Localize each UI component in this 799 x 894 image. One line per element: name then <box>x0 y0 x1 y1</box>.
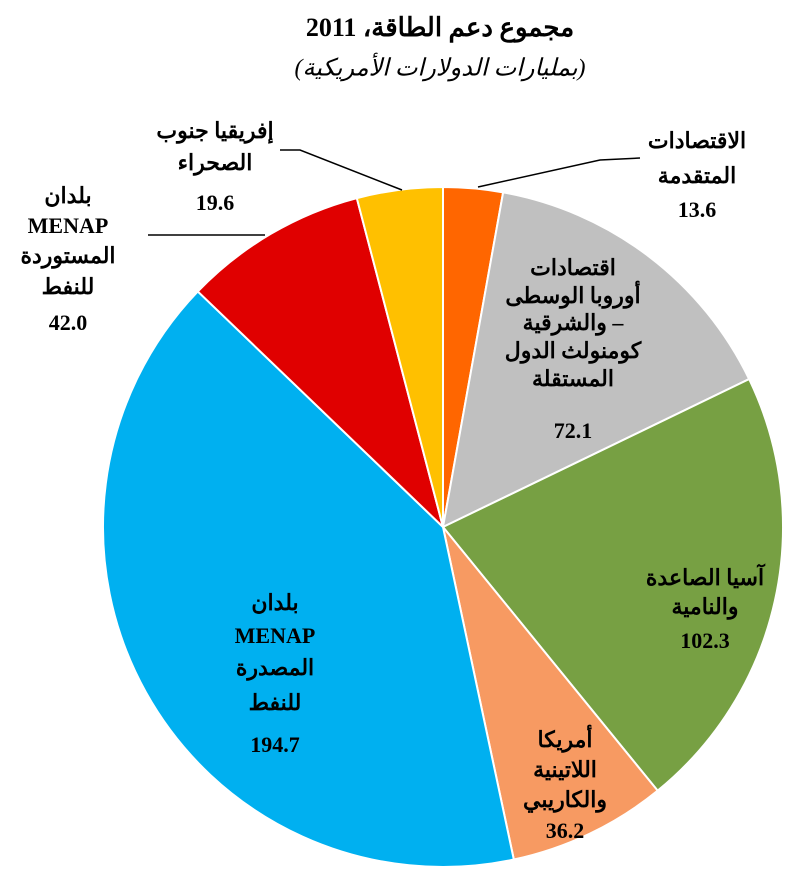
slice-label: الصحراء <box>178 150 253 176</box>
chart-title: مجموع دعم الطاقة، 2011 <box>306 13 574 43</box>
value-label: 42.0 <box>49 310 88 335</box>
slice <box>102 290 516 868</box>
leader-lines <box>148 149 641 236</box>
slice-label: الاقتصادات <box>648 128 746 153</box>
value-label: 36.2 <box>546 818 585 843</box>
slice-label: كومنولث الدول <box>505 338 642 364</box>
slice-label: للنفط <box>42 274 95 299</box>
slice <box>441 377 784 793</box>
slice-label: للنفط <box>249 690 302 715</box>
slice-label: اللاتينية <box>533 757 597 782</box>
value-label: 72.1 <box>554 418 593 443</box>
slice-label: والكاريبي <box>523 787 607 813</box>
slice-label: MENAP <box>28 213 109 238</box>
slice-label: المتقدمة <box>658 163 736 188</box>
slice-label: المستوردة <box>20 243 115 269</box>
slice-label: والشرقية – <box>523 310 625 336</box>
value-label: 102.3 <box>680 628 730 653</box>
slices <box>102 185 784 868</box>
slice-label: بلدان <box>44 183 91 208</box>
leader-line <box>477 157 641 188</box>
value-label: 194.7 <box>250 732 300 757</box>
slice-label: المستقلة <box>532 366 614 391</box>
slice-label: أوروبا الوسطى <box>505 280 640 309</box>
slice-label: آسيا الصاعدة <box>646 563 766 590</box>
value-label: 19.6 <box>196 190 235 215</box>
chart-subtitle: (بمليارات الدولارات الأمريكية) <box>294 53 585 82</box>
slice <box>196 196 445 531</box>
slice-label: أمريكا <box>537 724 592 753</box>
slice-label: MENAP <box>235 623 316 648</box>
value-label: 13.6 <box>678 197 717 222</box>
slice-label: اقتصادات <box>530 255 616 280</box>
slice-label: بلدان <box>251 590 298 615</box>
slice-label: إفريقيا جنوب <box>156 118 273 145</box>
slice-label: والنامية <box>672 594 739 620</box>
leader-line <box>280 149 403 191</box>
slice-label: المصدرة <box>236 655 314 681</box>
slice <box>441 191 751 529</box>
